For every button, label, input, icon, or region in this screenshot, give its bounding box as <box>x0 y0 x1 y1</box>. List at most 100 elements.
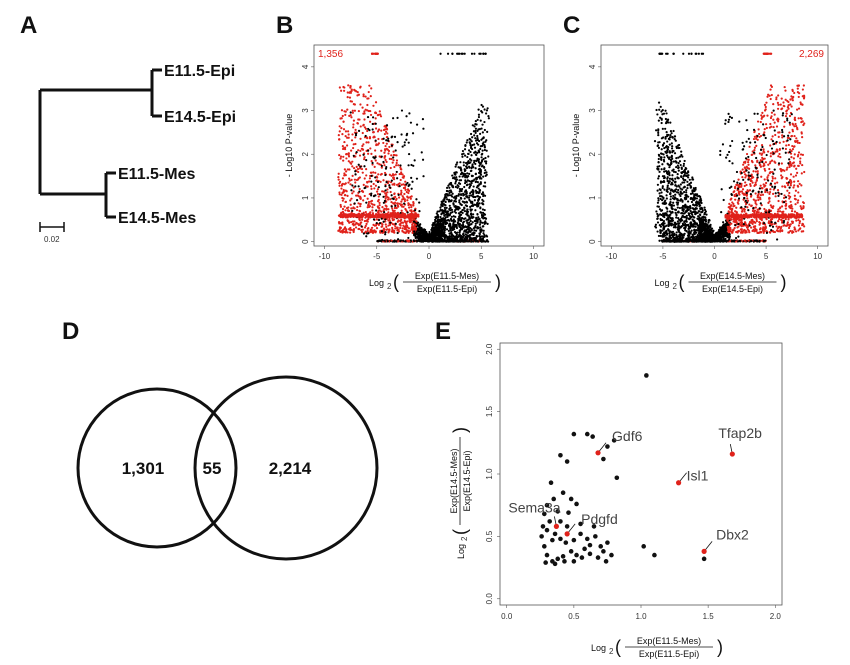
data-point <box>434 216 437 219</box>
data-point <box>687 231 690 234</box>
data-point <box>402 196 405 199</box>
data-point <box>685 223 688 227</box>
data-point <box>480 144 484 148</box>
data-point <box>410 176 413 179</box>
data-point <box>346 231 349 234</box>
data-point <box>675 231 678 234</box>
data-point <box>699 195 702 199</box>
data-point <box>400 133 403 136</box>
data-point <box>661 199 664 202</box>
data-point <box>458 231 461 234</box>
data-point <box>682 212 685 215</box>
data-point <box>434 240 438 243</box>
data-point <box>672 170 676 173</box>
data-point <box>465 166 469 170</box>
data-point <box>455 234 458 238</box>
data-point <box>401 198 404 201</box>
data-point <box>680 150 683 153</box>
data-point <box>365 141 368 144</box>
data-point <box>674 226 677 229</box>
data-point <box>354 128 357 131</box>
data-point <box>344 135 347 138</box>
data-point <box>406 215 410 218</box>
data-point <box>345 157 348 160</box>
data-point <box>371 209 374 212</box>
data-point <box>461 224 465 228</box>
data-point <box>663 232 666 235</box>
data-point <box>454 237 457 241</box>
data-point <box>406 196 409 199</box>
data-point <box>661 218 664 222</box>
data-point <box>459 166 462 169</box>
data-point <box>447 213 450 216</box>
data-point <box>659 116 662 119</box>
data-point <box>457 193 461 196</box>
data-point <box>665 197 668 200</box>
data-point <box>408 218 411 221</box>
data-point <box>669 240 672 243</box>
data-point <box>666 119 669 122</box>
data-point <box>347 152 350 155</box>
data-point <box>448 238 451 241</box>
data-point <box>455 226 459 230</box>
data-point <box>446 190 450 193</box>
data-point <box>692 238 696 241</box>
data-point <box>483 181 487 184</box>
y-tick-label: 3 <box>301 108 310 113</box>
data-point <box>695 207 698 210</box>
data-point <box>483 145 486 148</box>
data-point <box>343 89 346 92</box>
data-point <box>373 230 377 233</box>
data-point <box>387 137 390 140</box>
data-point <box>422 235 425 238</box>
data-point <box>398 202 401 205</box>
data-point <box>374 149 377 152</box>
data-point <box>695 231 698 234</box>
data-point <box>378 204 381 207</box>
data-point <box>409 209 412 212</box>
data-point <box>394 201 397 204</box>
data-point <box>471 143 474 147</box>
data-point <box>393 182 396 185</box>
data-point <box>362 153 365 156</box>
data-point <box>656 144 660 147</box>
data-point <box>352 146 355 150</box>
data-point <box>382 160 385 164</box>
data-point <box>469 192 472 195</box>
data-point <box>383 164 386 167</box>
tree-leaf-label: E14.5-Mes <box>118 210 196 227</box>
data-point <box>376 130 380 133</box>
data-point <box>383 207 386 210</box>
data-point <box>681 200 684 203</box>
data-point <box>387 208 390 211</box>
data-point <box>470 146 473 150</box>
data-point <box>393 135 397 138</box>
data-point <box>448 225 451 228</box>
data-point <box>662 235 665 238</box>
data-point <box>357 224 361 227</box>
data-point <box>663 156 666 159</box>
data-point <box>463 207 466 210</box>
data-point <box>354 181 357 184</box>
data-point <box>441 228 444 231</box>
data-point <box>361 218 364 221</box>
data-point <box>661 163 664 166</box>
data-point <box>655 129 658 132</box>
data-point <box>397 164 400 167</box>
data-point <box>374 194 377 197</box>
data-point <box>366 220 369 223</box>
data-point <box>482 175 485 178</box>
data-point <box>457 219 460 223</box>
data-point <box>669 198 672 201</box>
data-point <box>385 207 388 210</box>
data-point <box>384 158 387 162</box>
data-point <box>365 167 368 171</box>
data-point <box>350 149 353 152</box>
data-point <box>473 146 477 149</box>
data-point <box>708 219 711 222</box>
data-point <box>382 229 385 232</box>
data-point <box>471 188 474 192</box>
data-point <box>383 199 387 203</box>
data-point <box>432 228 435 231</box>
data-point <box>356 91 359 94</box>
